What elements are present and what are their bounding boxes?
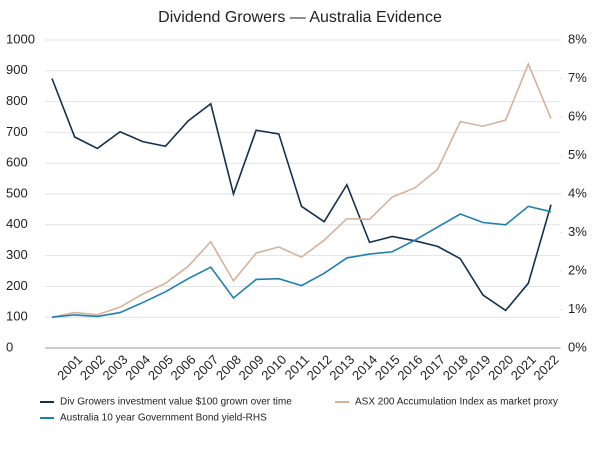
series-line (51, 61, 552, 318)
series-line (51, 205, 552, 318)
legend-label: Div Growers investment value $100 grown … (60, 397, 292, 408)
y2-tick-label: 8% (568, 31, 587, 46)
series-line (51, 78, 552, 312)
chart-title: Dividend Growers — Australia Evidence (158, 9, 442, 26)
y2-tick-label: 1% (568, 301, 587, 316)
y-tick-label: 800 (6, 93, 28, 108)
legend-label: ASX 200 Accumulation Index as market pro… (355, 397, 558, 408)
y-tick-label: 900 (6, 62, 28, 77)
y-tick-label: 600 (6, 155, 28, 170)
y-tick-label: 1000 (6, 31, 35, 46)
y2-tick-label: 5% (568, 147, 587, 162)
x-tick-label: 2011 (282, 352, 312, 382)
y-tick-label: 200 (6, 278, 28, 293)
y2-tick-label: 0% (568, 339, 587, 354)
x-tick-label: 2022 (530, 352, 561, 383)
y-tick-label: 500 (6, 185, 28, 200)
y-tick-label: 100 (6, 309, 28, 324)
y-tick-label: 0 (6, 339, 13, 354)
y2-tick-label: 7% (568, 70, 587, 85)
y-tick-label: 700 (6, 124, 28, 139)
y2-tick-label: 2% (568, 262, 587, 277)
y-tick-label: 300 (6, 247, 28, 262)
legend-label: Australia 10 year Government Bond yield-… (60, 413, 267, 424)
y2-tick-label: 4% (568, 185, 587, 200)
y2-tick-label: 3% (568, 224, 587, 239)
y2-tick-label: 6% (568, 108, 587, 123)
y-tick-label: 400 (6, 216, 28, 231)
